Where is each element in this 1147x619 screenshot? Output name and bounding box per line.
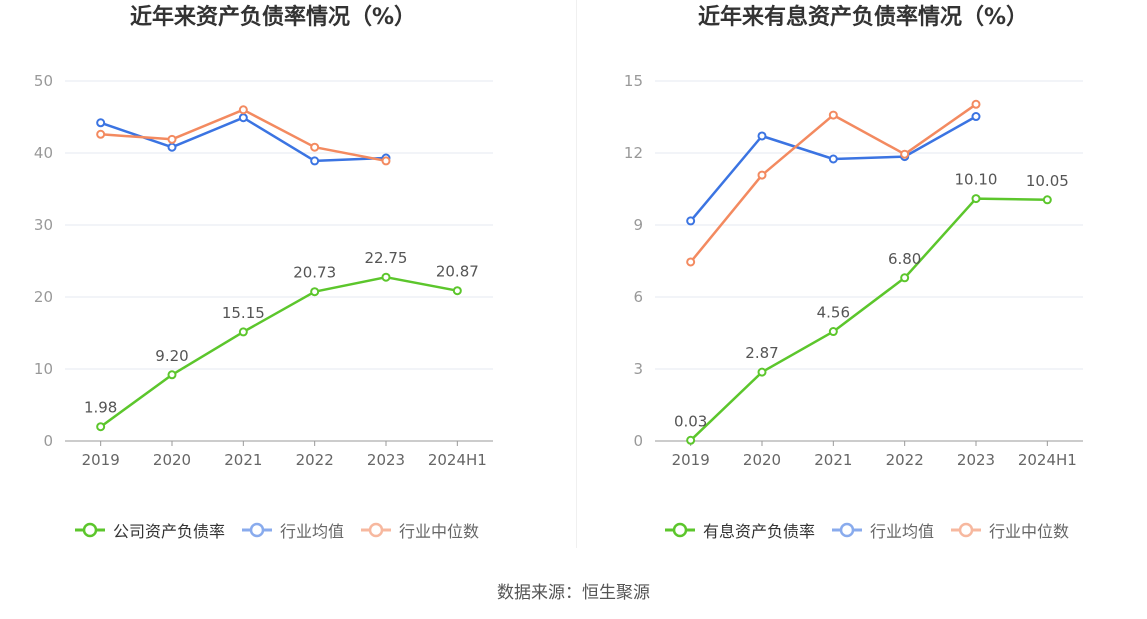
- industry-median-point[interactable]: [828, 110, 838, 120]
- industry-average-point[interactable]: [167, 142, 177, 152]
- legend-label: 有息资产负债率: [703, 522, 816, 541]
- industry-average-line: [99, 116, 388, 163]
- legend-item-industry-median[interactable]: 行业中位数: [951, 518, 1069, 542]
- company-debt-ratio-data-label: 22.75: [365, 249, 408, 267]
- x-tick-label: 2024H1: [428, 451, 487, 469]
- interest-bearing-debt-ratio-point[interactable]: [1042, 195, 1052, 205]
- x-tick-label: 2019: [672, 451, 710, 469]
- company-debt-ratio-point[interactable]: [381, 272, 391, 282]
- industry-average-point[interactable]: [96, 118, 106, 128]
- x-tick-label: 2021: [814, 451, 852, 469]
- company-debt-ratio-data-label: 20.87: [436, 263, 479, 281]
- y-tick-label: 9: [633, 216, 643, 234]
- company-debt-ratio-data-label: 1.98: [84, 399, 117, 417]
- industry-median-point[interactable]: [96, 129, 106, 139]
- interest-bearing-debt-ratio-data-label: 6.80: [888, 250, 921, 268]
- industry-average-point[interactable]: [686, 216, 696, 226]
- company-debt-ratio-data-label: 20.73: [293, 264, 336, 282]
- x-tick-label: 2023: [957, 451, 995, 469]
- legend-line-marker-icon: [951, 522, 982, 538]
- legend-item-industry-average[interactable]: 行业均值: [832, 518, 934, 542]
- interest-bearing-debt-ratio-point[interactable]: [686, 435, 696, 445]
- industry-median-line: [689, 103, 978, 264]
- legend-label: 行业中位数: [989, 522, 1070, 541]
- industry-median-point[interactable]: [238, 105, 248, 115]
- x-tick-label: 2020: [153, 451, 191, 469]
- y-tick-label: 0: [43, 432, 53, 450]
- interest-bearing-debt-ratio-point[interactable]: [757, 367, 767, 377]
- legend-line-marker-icon: [832, 522, 863, 538]
- interest-bearing-debt-ratio-data-label: 4.56: [817, 304, 850, 322]
- interest-bearing-debt-ratio-data-label: 10.10: [955, 171, 998, 189]
- industry-average-point[interactable]: [310, 156, 320, 166]
- y-tick-label: 12: [624, 144, 643, 162]
- legend-item-company-debt-ratio[interactable]: 公司资产负债率: [75, 518, 225, 542]
- industry-median-point[interactable]: [167, 134, 177, 144]
- company-debt-ratio-point[interactable]: [167, 370, 177, 380]
- chart-title-debt-ratio: 近年来资产负债率情况（%）: [129, 5, 417, 30]
- industry-median-point[interactable]: [381, 156, 391, 166]
- company-debt-ratio-line: [99, 275, 459, 428]
- company-debt-ratio-data-label: 9.20: [155, 347, 188, 365]
- interest-bearing-debt-ratio-point[interactable]: [828, 327, 838, 337]
- x-tick-label: 2021: [224, 451, 262, 469]
- y-tick-label: 6: [633, 288, 643, 306]
- x-tick-label: 2023: [367, 451, 405, 469]
- y-tick-label: 10: [34, 360, 53, 378]
- data-source-note: 数据来源：恒生聚源: [497, 583, 650, 603]
- industry-average-point[interactable]: [238, 113, 248, 123]
- x-tick-label: 2024H1: [1018, 451, 1077, 469]
- legend-line-marker-icon: [665, 522, 695, 538]
- legend-line-marker-icon: [361, 522, 392, 538]
- company-debt-ratio-data-label: 15.15: [222, 304, 265, 322]
- y-tick-label: 0: [633, 432, 643, 450]
- company-debt-ratio-point[interactable]: [238, 327, 248, 337]
- industry-median-point[interactable]: [971, 99, 981, 109]
- legend-line-marker-icon: [242, 522, 273, 538]
- industry-median-point[interactable]: [310, 142, 320, 152]
- legend-line-marker-icon: [75, 522, 105, 538]
- interest-bearing-debt-ratio-chart: 0 3 6 9 12 15 2019 2020 2021 2022 2023 2024H1 0.03 2.…: [624, 72, 1083, 469]
- company-debt-ratio-point[interactable]: [96, 422, 106, 432]
- legend-label: 公司资产负债率: [113, 522, 226, 541]
- y-tick-label: 3: [633, 360, 643, 378]
- y-tick-label: 30: [34, 216, 53, 234]
- y-tick-label: 20: [34, 288, 53, 306]
- industry-average-point[interactable]: [971, 112, 981, 122]
- industry-median-point[interactable]: [900, 149, 910, 159]
- interest-bearing-debt-ratio-point[interactable]: [971, 194, 981, 204]
- x-tick-label: 2019: [82, 451, 120, 469]
- debt-ratio-chart: 0 10 20 30 40 50 2019 2020 2021 2022 2023 2024H1 1.9…: [34, 72, 493, 469]
- industry-median-point[interactable]: [757, 170, 767, 180]
- legend-item-interest-bearing-debt-ratio[interactable]: 有息资产负债率: [665, 518, 815, 542]
- y-tick-label: 50: [34, 72, 53, 90]
- legend-label: 行业中位数: [399, 522, 480, 541]
- chart-title-interest-bearing-debt-ratio: 近年来有息资产负债率情况（%）: [697, 5, 1029, 30]
- company-debt-ratio-point[interactable]: [452, 286, 462, 296]
- industry-average-point[interactable]: [757, 131, 767, 141]
- y-tick-label: 15: [624, 72, 643, 90]
- x-tick-label: 2022: [296, 451, 334, 469]
- x-tick-label: 2022: [886, 451, 924, 469]
- panel-divider: [576, 0, 577, 548]
- interest-bearing-debt-ratio-data-label: 0.03: [674, 412, 707, 430]
- industry-median-point[interactable]: [686, 257, 696, 267]
- legend-interest-bearing-debt-ratio: 有息资产负债率 行业均值 行业中位数: [665, 519, 1069, 541]
- industry-average-line: [689, 115, 978, 223]
- legend-label: 行业均值: [870, 522, 935, 541]
- company-debt-ratio-point[interactable]: [310, 287, 320, 297]
- legend-label: 行业均值: [280, 522, 345, 541]
- interest-bearing-debt-ratio-line: [689, 197, 1049, 442]
- x-tick-label: 2020: [743, 451, 781, 469]
- interest-bearing-debt-ratio-data-label: 2.87: [745, 344, 778, 362]
- legend-debt-ratio: 公司资产负债率 行业均值 行业中位数: [75, 519, 479, 541]
- industry-average-point[interactable]: [828, 154, 838, 164]
- interest-bearing-debt-ratio-point[interactable]: [900, 273, 910, 283]
- interest-bearing-debt-ratio-data-label: 10.05: [1026, 172, 1069, 190]
- legend-item-industry-average[interactable]: 行业均值: [242, 518, 344, 542]
- y-tick-label: 40: [34, 144, 53, 162]
- legend-item-industry-median[interactable]: 行业中位数: [361, 518, 479, 542]
